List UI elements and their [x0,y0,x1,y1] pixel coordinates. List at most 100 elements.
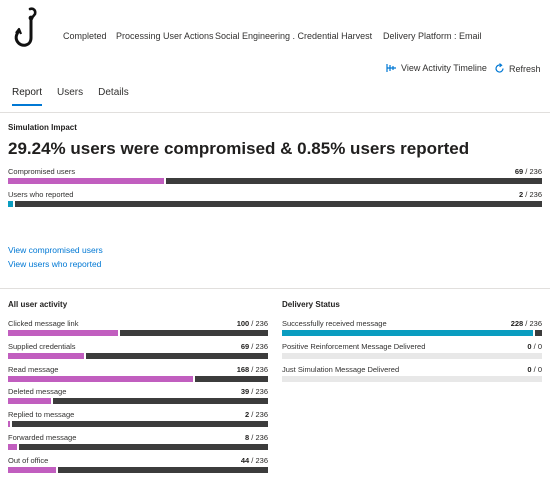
progress-track [18,444,268,450]
simulation-impact-title: Simulation Impact [8,123,77,132]
progress-track [195,375,268,382]
metric-label: Successfully received message [282,319,387,328]
metric-total: 236 [529,319,542,328]
metric-row: Out of office 44 / 236 [8,456,268,473]
metric-value: 69 / 236 [514,167,542,176]
refresh-icon [495,63,504,73]
metric-count: 100 [236,319,250,328]
progress-bar [8,178,542,184]
section-divider [0,288,550,289]
progress-bar [8,444,268,450]
progress-track [282,352,542,359]
tab-report[interactable]: Report [12,87,43,106]
progress-track [166,178,542,184]
delivery-status-title: Delivery Status [282,300,340,309]
metric-value: 0 / 0 [527,341,542,351]
tab-users[interactable]: Users [57,87,84,98]
metric-count: 228 [510,319,524,328]
progress-track [52,398,268,405]
all-user-activity-title: All user activity [8,300,68,309]
progress-track [12,421,268,428]
timeline-icon [386,64,396,72]
simulation-header: Completed Processing User Actions Social… [0,0,550,70]
progress-track [14,201,542,207]
metric-row: Supplied credentials 69 / 236 [8,342,268,359]
metric-total: 236 [255,433,268,442]
metric-value: 39 / 236 [240,387,268,397]
metric-label: Forwarded message [8,433,77,442]
progress-bar [8,201,542,207]
metric-label: Positive Reinforcement Message Delivered [282,341,426,351]
metric-label: Just Simulation Message Delivered [282,364,400,374]
metric-total: 236 [529,167,542,176]
impact-headline: 29.24% users were compromised & 0.85% us… [8,139,470,158]
tab-details[interactable]: Details [98,87,129,98]
metric-row: Just Simulation Message Delivered 0 / 0 [282,365,542,382]
progress-fill [8,466,57,473]
metric-value: 228 / 236 [510,319,542,328]
metric-label: Supplied credentials [8,341,76,351]
progress-bar [282,375,542,382]
metric-total: 0 [537,341,542,351]
progress-track [86,352,268,359]
metric-row: Successfully received message 228 / 236 [282,319,542,336]
metric-count: 0 [527,364,532,374]
report-tabs: Report Users Details [12,87,129,106]
metric-row: Clicked message link 100 / 236 [8,319,268,336]
metric-total: 236 [255,364,268,374]
progress-bar [8,421,268,428]
progress-bar [8,330,268,336]
progress-fill [8,352,85,359]
progress-bar [282,352,542,359]
metric-label: Read message [8,364,59,374]
progress-bar [282,330,542,336]
progress-bar [8,466,268,473]
metric-count: 2 [245,410,250,420]
metric-count: 0 [527,341,532,351]
progress-fill [8,201,13,207]
metric-row: Read message 168 / 236 [8,365,268,382]
progress-bar [8,352,268,359]
metric-total: 236 [529,190,542,199]
metric-row: Users who reported 2 / 236 [8,190,542,207]
metric-count: 39 [240,387,250,397]
metric-value: 168 / 236 [236,364,268,374]
metric-count: 8 [245,433,250,442]
metric-total: 236 [255,455,268,465]
metric-value: 100 / 236 [236,319,268,328]
view-activity-timeline-button[interactable]: View Activity Timeline [386,63,487,73]
metric-count: 69 [514,167,524,176]
metric-label: Users who reported [8,190,74,199]
view-users-who-reported-link[interactable]: View users who reported [8,259,102,269]
metric-row: Replied to message 2 / 236 [8,410,268,428]
metric-count: 2 [519,190,524,199]
progress-fill [8,330,119,336]
progress-fill [8,178,165,184]
progress-bar [8,375,268,382]
progress-track [120,330,268,336]
metric-total: 236 [255,410,268,420]
metric-value: 69 / 236 [240,341,268,351]
simulation-status: Completed [63,31,107,41]
refresh-button[interactable]: Refresh [494,63,541,74]
view-compromised-users-link[interactable]: View compromised users [8,245,103,255]
metric-row: Deleted message 39 / 236 [8,387,268,405]
simulation-phase: Processing User Actions [116,31,214,41]
refresh-label: Refresh [509,63,541,74]
metric-label: Out of office [8,455,49,465]
progress-fill [282,330,534,336]
phishing-hook-icon [14,7,37,47]
progress-track [282,375,542,382]
delivery-platform: Delivery Platform : Email [383,31,482,41]
progress-track [58,466,268,473]
progress-fill [8,444,17,450]
metric-total: 236 [255,387,268,397]
metric-label: Compromised users [8,167,76,176]
metric-total: 0 [537,364,542,374]
metric-value: 2 / 236 [519,190,542,199]
metric-value: 8 / 236 [245,433,268,442]
tabs-divider [0,112,550,113]
progress-fill [8,398,51,405]
progress-fill [8,421,11,428]
progress-fill [8,375,194,382]
